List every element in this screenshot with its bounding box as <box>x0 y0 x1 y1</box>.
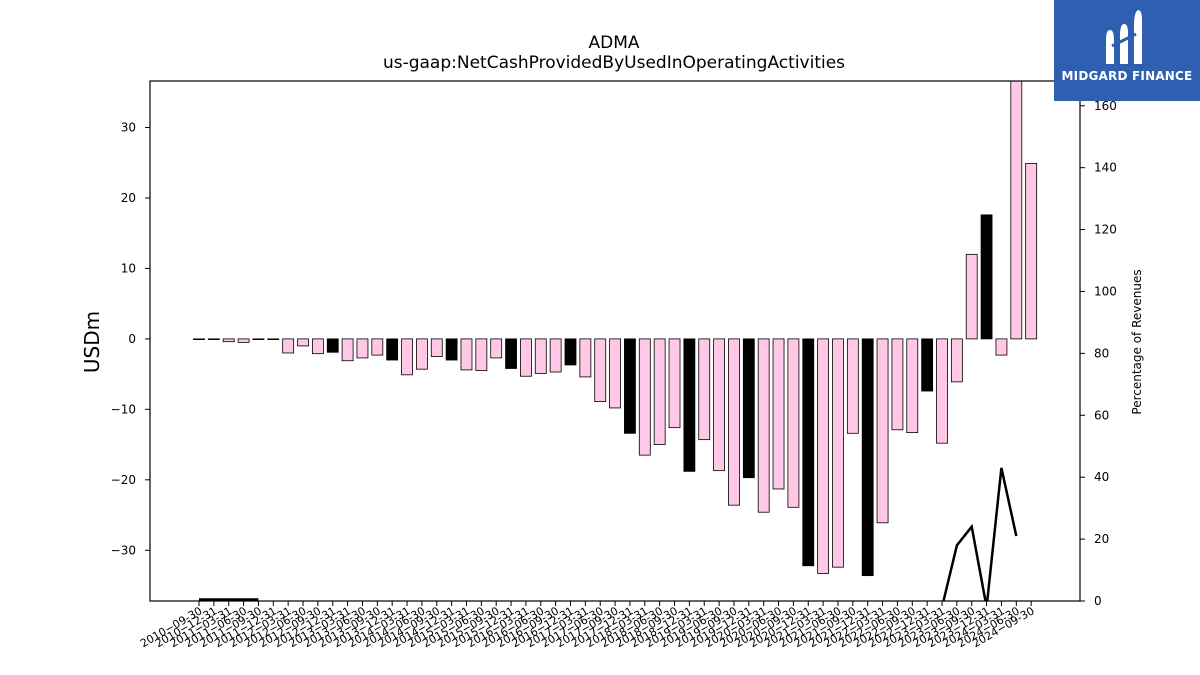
bar <box>891 338 904 431</box>
bar <box>609 338 621 409</box>
bar <box>980 214 993 340</box>
bar <box>787 338 800 508</box>
y-tick-label: −10 <box>111 402 136 416</box>
bar <box>193 338 205 340</box>
bar <box>520 338 532 377</box>
bar <box>906 338 919 433</box>
bar <box>505 338 517 369</box>
bar <box>698 338 711 441</box>
bar <box>742 338 755 479</box>
y2-tick-label: 0 <box>1094 594 1102 608</box>
bar <box>534 338 547 374</box>
bar <box>772 338 785 490</box>
bar <box>579 338 592 378</box>
logo-text: MIDGARD FINANCE <box>1061 69 1193 83</box>
bar <box>430 338 443 357</box>
bar <box>594 338 607 402</box>
bar <box>475 338 488 371</box>
bar <box>921 338 934 392</box>
y2-tick-label: 40 <box>1094 470 1109 484</box>
bar <box>995 338 1008 356</box>
bar <box>832 338 844 568</box>
bar <box>936 338 948 444</box>
bar <box>683 338 696 472</box>
y2-tick-label: 20 <box>1094 532 1109 546</box>
bar <box>549 338 562 373</box>
bar <box>460 338 473 371</box>
bar <box>415 338 428 370</box>
bar <box>876 338 889 524</box>
y-tick-label: −30 <box>111 543 136 557</box>
y-tick-label: 30 <box>121 121 136 135</box>
y-tick-label: 10 <box>121 261 136 275</box>
y2-tick-label: 80 <box>1094 346 1109 360</box>
line-group <box>199 467 1018 601</box>
bar <box>222 338 235 343</box>
bar <box>638 338 651 456</box>
bar <box>668 338 681 429</box>
logo-mark-icon <box>1106 10 1142 64</box>
bar <box>267 338 280 340</box>
y2-axis-label: Percentage of Revenues <box>1130 269 1144 414</box>
y-tick-label: −20 <box>111 473 136 487</box>
bar <box>861 338 874 577</box>
axes-group: −30−20−100102030020406080100120140160201… <box>111 80 1117 650</box>
bar <box>802 338 815 567</box>
y-tick-label: 20 <box>121 191 136 205</box>
chart-subtitle: us-gaap:NetCashProvidedByUsedInOperating… <box>383 53 845 73</box>
bar <box>624 338 636 434</box>
bar <box>817 338 830 574</box>
bars-group <box>193 81 1038 577</box>
y2-tick-label: 100 <box>1094 284 1117 298</box>
logo: MIDGARD FINANCE <box>1054 0 1200 101</box>
y-axis-label: USDm <box>80 311 104 373</box>
bar <box>297 338 309 347</box>
bar <box>311 338 324 355</box>
y2-tick-label: 60 <box>1094 408 1109 422</box>
bar <box>207 338 220 340</box>
bar <box>653 338 666 445</box>
bar <box>282 338 295 354</box>
bar <box>728 338 740 506</box>
y2-tick-label: 120 <box>1094 223 1117 237</box>
y2-tick-label: 140 <box>1094 161 1117 175</box>
bar <box>846 338 859 434</box>
bar <box>356 338 369 359</box>
bar <box>252 338 265 340</box>
bar <box>965 253 978 340</box>
bar <box>237 338 250 343</box>
bar <box>371 338 384 356</box>
bar <box>490 338 503 359</box>
bar <box>713 338 725 472</box>
bar <box>326 338 339 353</box>
line-series <box>942 467 1018 601</box>
bar <box>1025 163 1038 340</box>
bar <box>386 338 399 361</box>
bar <box>445 338 458 361</box>
y2-tick-label: 160 <box>1094 99 1117 113</box>
bar <box>564 338 577 366</box>
bar <box>1010 81 1023 340</box>
bar <box>757 338 770 513</box>
chart-title: ADMA <box>588 33 639 53</box>
y-tick-label: 0 <box>128 332 136 346</box>
bar <box>401 338 413 376</box>
bar <box>341 338 354 362</box>
bar <box>950 338 963 383</box>
